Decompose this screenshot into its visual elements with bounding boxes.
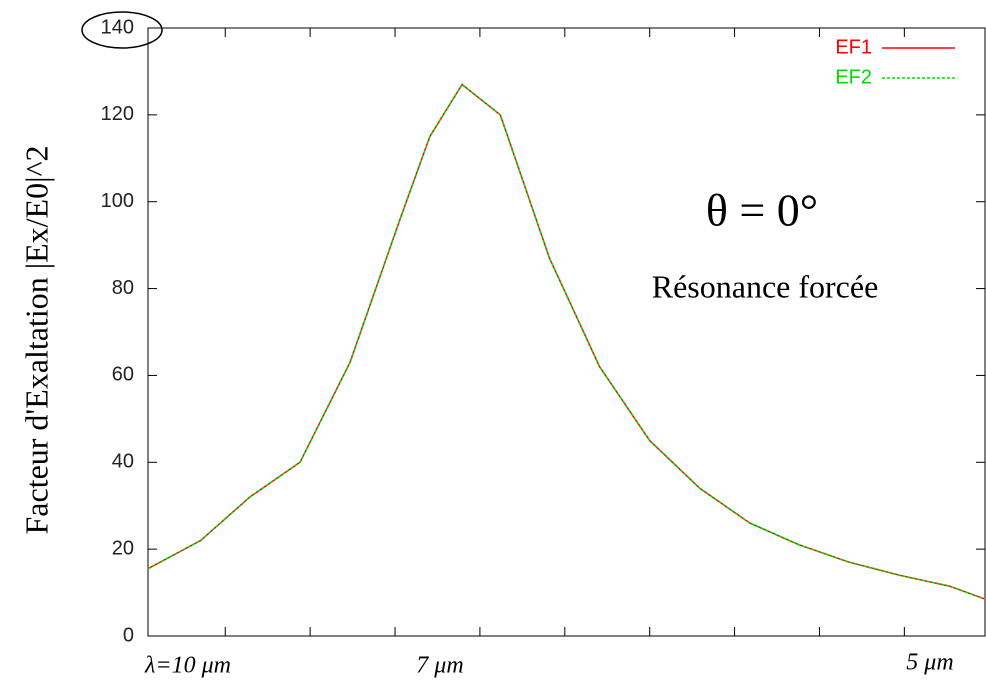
annotation: θ = 0° [706, 185, 818, 236]
annotation: 7 μm [416, 653, 463, 679]
y-tick-label: 140 [101, 16, 134, 38]
legend-label: EF1 [835, 36, 872, 58]
highlight-ellipse [81, 11, 163, 49]
y-tick-label: 100 [101, 190, 134, 212]
y-tick-label: 0 [123, 624, 134, 646]
plot-frame [147, 27, 986, 637]
series-line [147, 83, 986, 600]
y-tick-label: 60 [112, 364, 134, 386]
series-line [147, 83, 986, 600]
legend-label: EF2 [835, 66, 872, 88]
y-tick-label: 120 [101, 103, 134, 125]
annotation: λ=10 μm [144, 653, 231, 679]
y-tick-label: 20 [112, 537, 134, 559]
y-axis-label: Facteur d'Exaltation |Ex/E0|^2 [18, 145, 54, 534]
y-tick-label: 40 [112, 451, 134, 473]
annotation: Résonance forcée [652, 268, 879, 304]
annotation: 5 μm [906, 650, 953, 676]
y-tick-label: 80 [112, 277, 134, 299]
